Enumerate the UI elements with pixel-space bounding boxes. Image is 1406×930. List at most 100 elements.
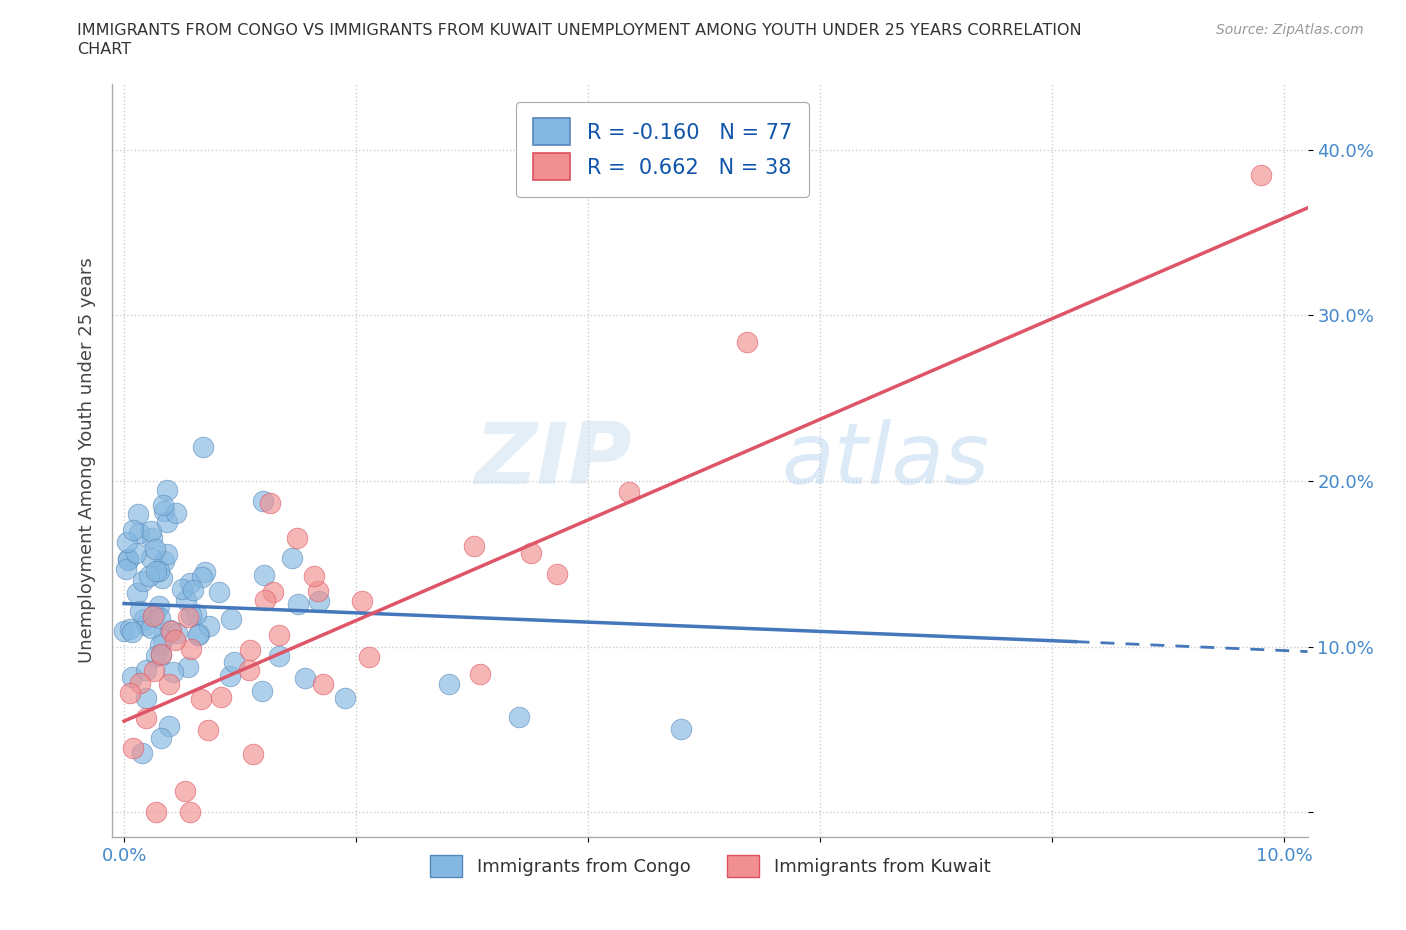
Point	[177, 659, 200, 674]
Legend: Immigrants from Congo, Immigrants from Kuwait: Immigrants from Congo, Immigrants from K…	[423, 848, 997, 884]
Point	[156, 547, 179, 562]
Point	[253, 592, 276, 607]
Point	[218, 669, 240, 684]
Point	[117, 535, 139, 550]
Point	[139, 621, 162, 636]
Point	[308, 593, 330, 608]
Point	[132, 612, 155, 627]
Point	[121, 523, 143, 538]
Point	[157, 677, 180, 692]
Point	[127, 586, 149, 601]
Point	[179, 575, 201, 590]
Point	[737, 334, 759, 349]
Point	[156, 483, 179, 498]
Point	[222, 655, 245, 670]
Point	[180, 608, 202, 623]
Point	[128, 604, 150, 618]
Point	[191, 569, 214, 584]
Point	[149, 637, 172, 652]
Text: Source: ZipAtlas.com: Source: ZipAtlas.com	[1216, 23, 1364, 37]
Point	[131, 746, 153, 761]
Point	[287, 597, 309, 612]
Point	[287, 531, 309, 546]
Point	[259, 496, 281, 511]
Point	[117, 551, 139, 566]
Point	[145, 648, 167, 663]
Point	[152, 498, 174, 512]
Point	[135, 711, 157, 725]
Point	[252, 493, 274, 508]
Point	[184, 606, 207, 621]
Point	[139, 551, 162, 565]
Point	[128, 676, 150, 691]
Point	[207, 584, 229, 599]
Point	[165, 632, 187, 647]
Point	[179, 804, 201, 819]
Point	[335, 691, 357, 706]
Point	[1250, 167, 1272, 182]
Point	[121, 670, 143, 684]
Point	[307, 583, 329, 598]
Point	[162, 664, 184, 679]
Point	[191, 440, 214, 455]
Point	[114, 562, 136, 577]
Point	[239, 643, 262, 658]
Point	[142, 664, 165, 679]
Point	[177, 610, 200, 625]
Y-axis label: Unemployment Among Youth under 25 years: Unemployment Among Youth under 25 years	[77, 258, 96, 663]
Point	[209, 689, 232, 704]
Point	[166, 626, 188, 641]
Point	[143, 541, 166, 556]
Point	[269, 649, 291, 664]
Point	[118, 686, 141, 701]
Point	[149, 731, 172, 746]
Point	[262, 585, 284, 600]
Point	[281, 551, 304, 565]
Point	[359, 649, 381, 664]
Point	[149, 611, 172, 626]
Point	[112, 623, 135, 638]
Point	[304, 568, 326, 583]
Point	[165, 505, 187, 520]
Point	[117, 553, 139, 568]
Point	[252, 568, 274, 583]
Point	[135, 618, 157, 632]
Point	[150, 570, 173, 585]
Point	[122, 741, 145, 756]
Point	[142, 609, 165, 624]
Point	[121, 624, 143, 639]
Point	[160, 623, 183, 638]
Point	[156, 514, 179, 529]
Point	[463, 538, 485, 553]
Point	[197, 723, 219, 737]
Text: atlas: atlas	[782, 418, 990, 502]
Point	[157, 719, 180, 734]
Point	[174, 784, 197, 799]
Point	[187, 627, 209, 642]
Point	[152, 631, 174, 646]
Point	[134, 663, 156, 678]
Point	[118, 621, 141, 636]
Point	[546, 566, 568, 581]
Point	[219, 612, 242, 627]
Point	[437, 676, 460, 691]
Point	[470, 667, 492, 682]
Point	[190, 691, 212, 706]
Point	[153, 553, 176, 568]
Point	[238, 662, 260, 677]
Point	[187, 626, 209, 641]
Point	[198, 618, 221, 633]
Point	[159, 623, 181, 638]
Point	[180, 642, 202, 657]
Point	[520, 546, 543, 561]
Point	[194, 565, 217, 579]
Point	[141, 531, 163, 546]
Point	[242, 747, 264, 762]
Point	[172, 582, 194, 597]
Point	[619, 485, 641, 499]
Point	[132, 574, 155, 589]
Point	[138, 568, 160, 583]
Point	[174, 593, 197, 608]
Point	[145, 564, 167, 578]
Point	[127, 506, 149, 521]
